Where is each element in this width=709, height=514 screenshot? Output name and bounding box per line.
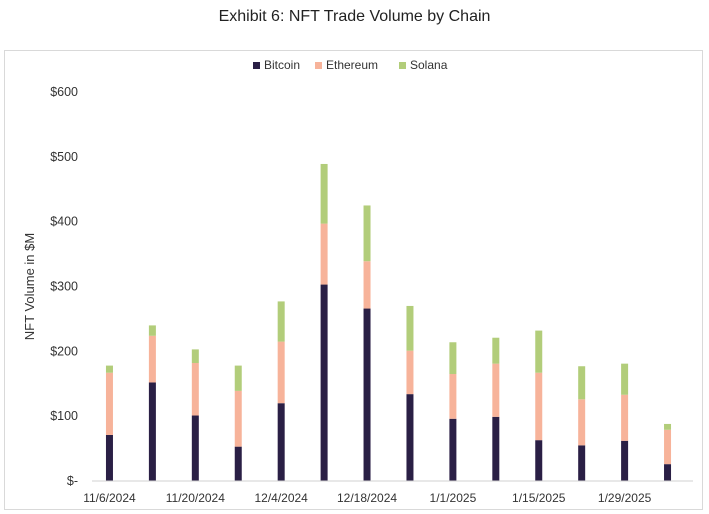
- legend-swatch-bitcoin: [253, 62, 260, 69]
- bar-bitcoin: [363, 308, 371, 481]
- x-tick-label: 1/15/2025: [512, 491, 566, 505]
- legend-swatch-ethereum: [315, 62, 322, 69]
- bar-bitcoin: [578, 445, 586, 481]
- bar-bitcoin: [406, 394, 414, 481]
- y-axis-label: NFT Volume in $M: [22, 233, 37, 340]
- bar-ethereum: [406, 350, 414, 395]
- bar-solana: [621, 363, 629, 395]
- bar-ethereum: [449, 374, 457, 419]
- y-tick-label: $300: [50, 280, 78, 294]
- bar-bitcoin: [148, 382, 156, 481]
- y-tick-label: $500: [50, 150, 78, 164]
- legend-label-ethereum: Ethereum: [326, 58, 378, 72]
- bar-bitcoin: [535, 440, 543, 481]
- y-axis: $- $100 $200 $300 $400 $500 $600: [50, 85, 78, 488]
- bar-ethereum: [664, 429, 672, 465]
- legend-swatch-solana: [399, 62, 406, 69]
- x-tick-label: 11/6/2024: [83, 491, 136, 505]
- bar-bitcoin: [320, 284, 328, 481]
- chart-title: Exhibit 6: NFT Trade Volume by Chain: [218, 8, 491, 25]
- bar-bitcoin: [449, 418, 457, 481]
- bar-ethereum: [535, 372, 543, 441]
- bar-solana: [234, 365, 242, 391]
- bar-bitcoin: [234, 446, 242, 481]
- bar-bitcoin: [492, 416, 500, 481]
- x-tick-label: 12/4/2024: [254, 491, 308, 505]
- bar-bitcoin: [277, 403, 285, 481]
- legend-label-bitcoin: Bitcoin: [264, 58, 300, 72]
- y-tick-label: $100: [50, 409, 78, 423]
- bar-ethereum: [148, 335, 156, 383]
- bar-solana: [449, 342, 457, 375]
- bar-bitcoin: [664, 464, 672, 481]
- legend: Bitcoin Ethereum Solana: [253, 58, 448, 72]
- bar-solana: [148, 325, 156, 336]
- bar-bitcoin: [621, 440, 629, 481]
- y-tick-label: $200: [50, 344, 78, 358]
- y-tick-label: $400: [50, 215, 78, 229]
- bar-ethereum: [363, 261, 371, 309]
- y-tick-label: $-: [67, 474, 78, 488]
- bar-solana: [406, 305, 414, 351]
- bar-ethereum: [320, 223, 328, 285]
- bar-ethereum: [492, 363, 500, 417]
- chart-area: [4, 50, 703, 510]
- bar-solana: [191, 349, 199, 364]
- bar-solana: [492, 337, 500, 364]
- bar-solana: [535, 330, 543, 373]
- y-tick-label: $600: [50, 85, 78, 99]
- x-tick-label: 11/20/2024: [166, 491, 225, 505]
- bar-ethereum: [277, 341, 285, 404]
- legend-label-solana: Solana: [410, 58, 448, 72]
- bar-solana: [363, 205, 371, 262]
- bar-solana: [578, 366, 586, 400]
- bar-ethereum: [578, 399, 586, 446]
- bar-bitcoin: [191, 415, 199, 481]
- x-tick-label: 1/1/2025: [430, 491, 477, 505]
- bar-solana: [664, 423, 672, 430]
- bar-ethereum: [105, 372, 113, 435]
- bar-solana: [277, 301, 285, 342]
- x-tick-label: 12/18/2024: [337, 491, 397, 505]
- bar-solana: [105, 365, 113, 373]
- bar-bitcoin: [105, 434, 113, 481]
- bar-ethereum: [234, 390, 242, 447]
- x-tick-label: 1/29/2025: [598, 491, 652, 505]
- bars: [105, 163, 672, 481]
- bar-ethereum: [621, 394, 629, 441]
- bar-solana: [320, 163, 328, 224]
- bar-ethereum: [191, 363, 199, 416]
- x-axis: 11/6/2024 11/20/2024 12/4/2024 12/18/2024 1/…: [83, 480, 693, 505]
